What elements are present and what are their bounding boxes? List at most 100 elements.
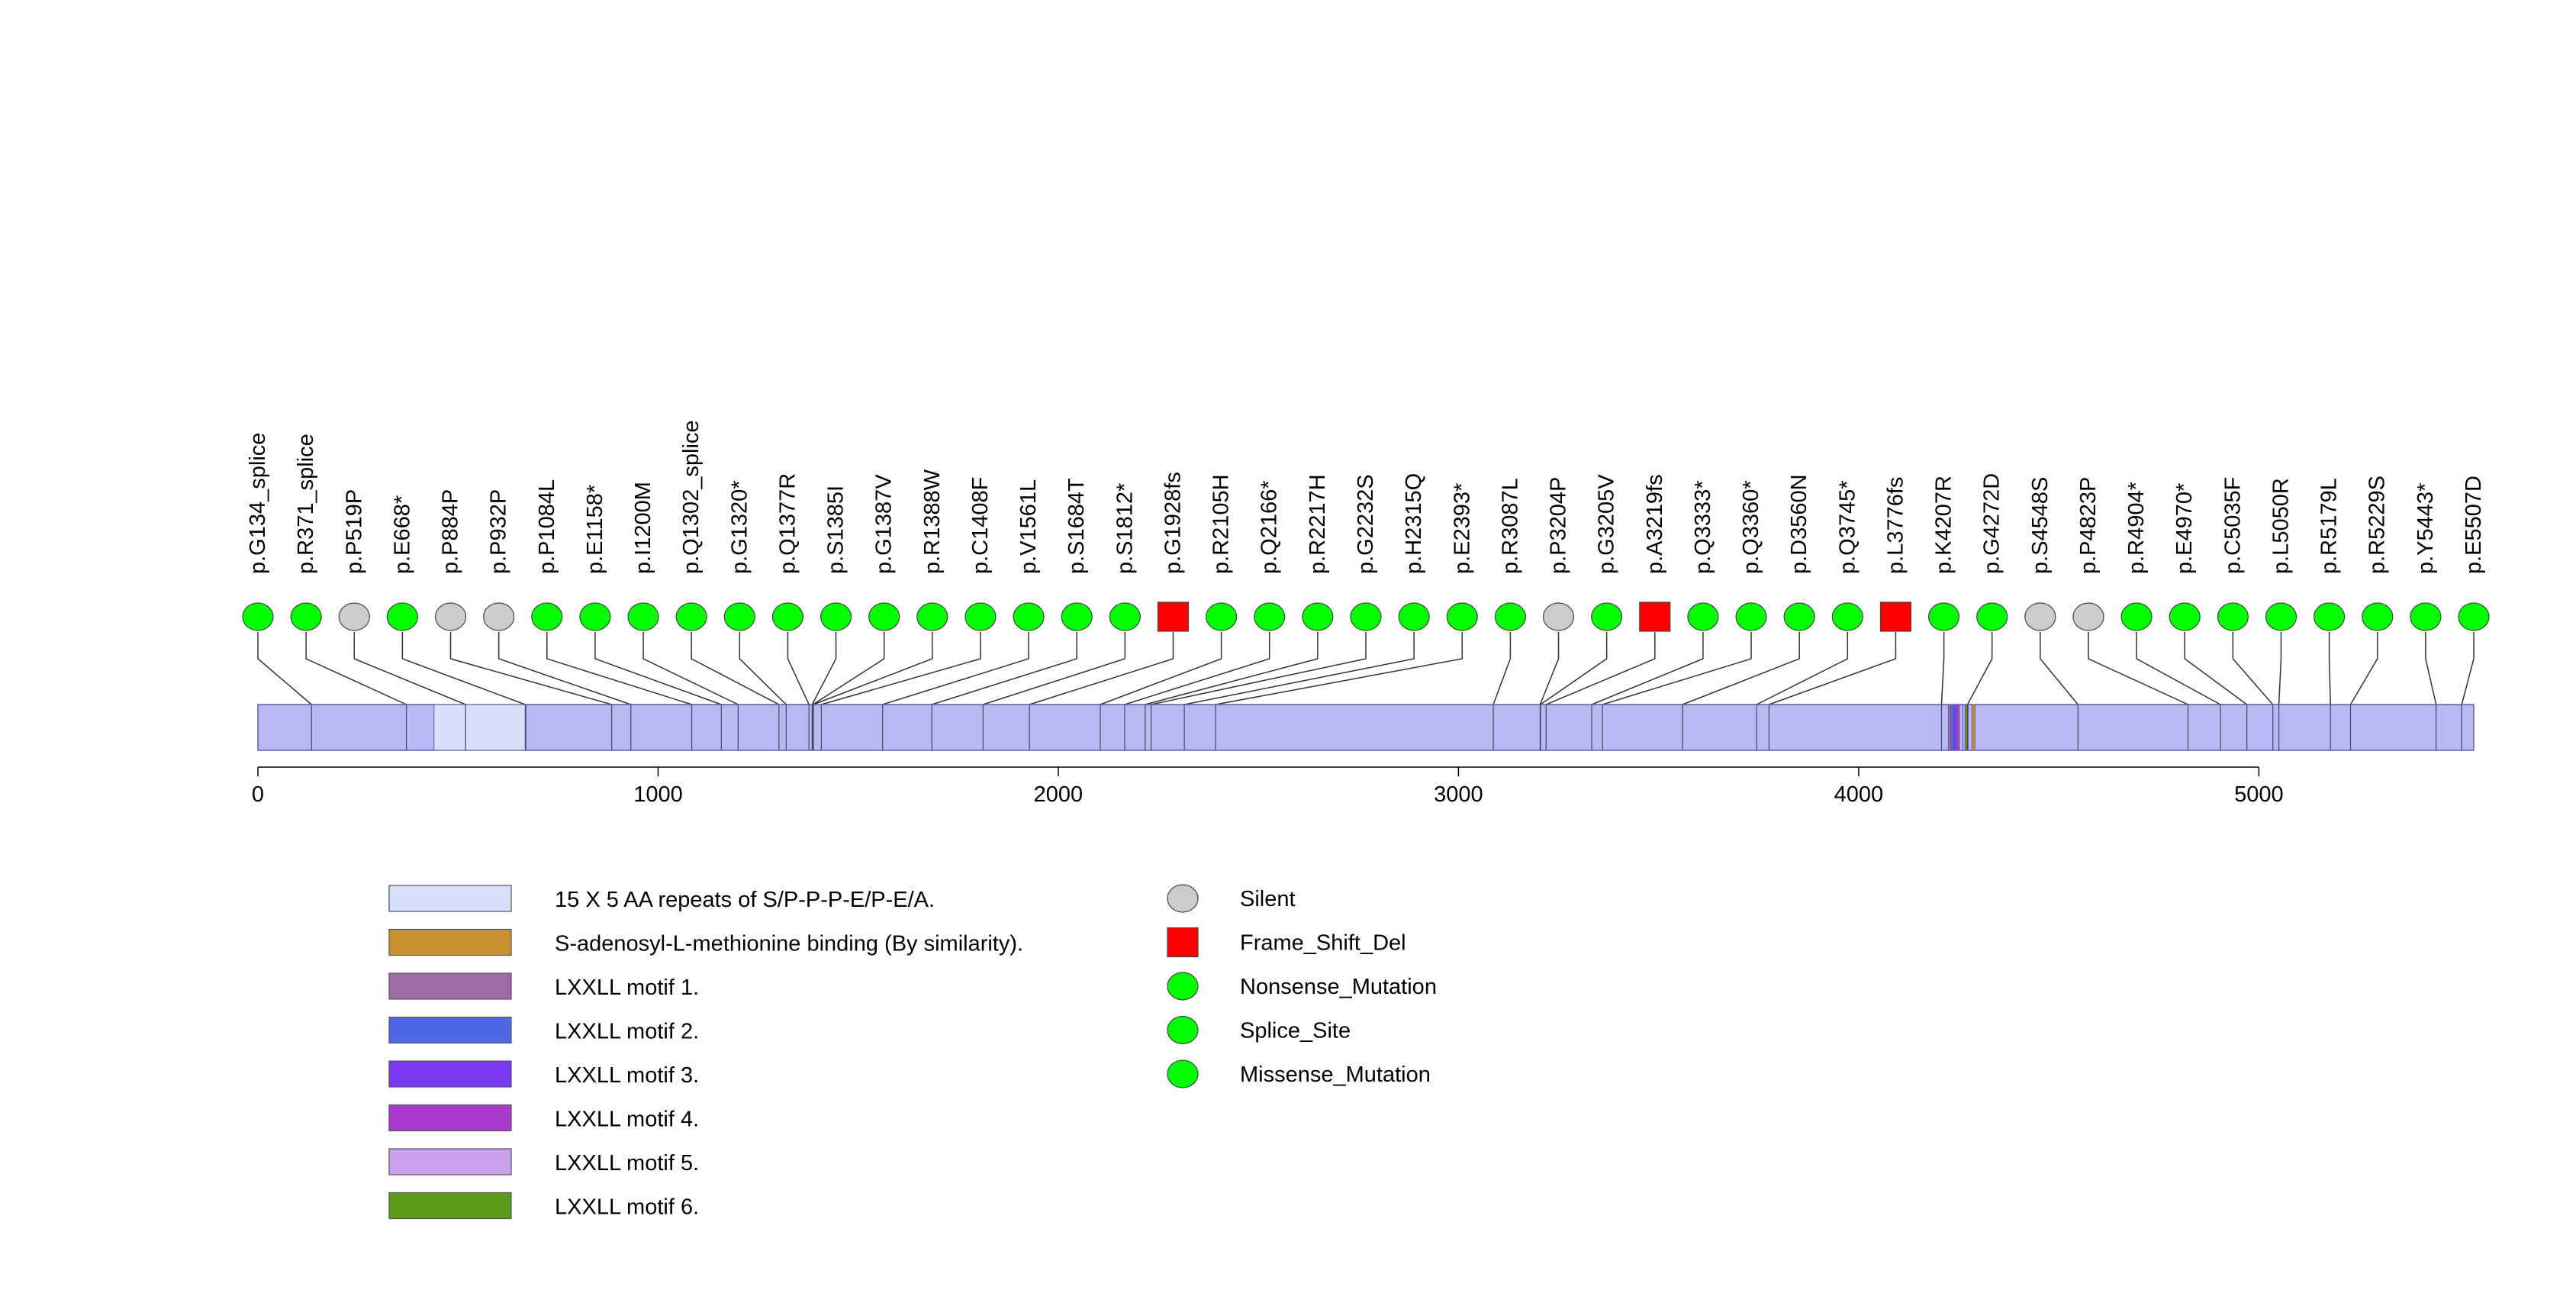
- mutation-marker[interactable]: [771, 602, 804, 631]
- mutation-connector: [305, 632, 407, 705]
- mutation-label: p.Q2166*: [1257, 480, 1282, 574]
- mutation-marker[interactable]: [1976, 602, 2008, 631]
- mutation-label: p.G3205V: [1595, 474, 1619, 574]
- mutation-marker[interactable]: [1831, 602, 1863, 631]
- mutation-marker[interactable]: [2217, 602, 2249, 631]
- mutation-label: p.P884P: [439, 489, 463, 574]
- mutation-connector: [2278, 632, 2282, 705]
- mutation-label: p.P1084L: [535, 479, 559, 574]
- legend-square-icon: [1167, 927, 1199, 958]
- legend-circle-icon: [1167, 884, 1199, 913]
- mutation-connector: [1682, 632, 1800, 705]
- mutation-label: p.A3219fs: [1643, 474, 1667, 574]
- mutation-marker[interactable]: [1350, 602, 1382, 631]
- mutation-label: p.S1684T: [1064, 478, 1089, 574]
- mutation-label: p.R3087L: [1498, 478, 1522, 574]
- mutation-marker[interactable]: [1927, 602, 1960, 631]
- mutation-label: p.R2217H: [1306, 474, 1330, 574]
- mutation-connector: [2088, 632, 2188, 705]
- mutation-marker[interactable]: [675, 602, 707, 631]
- mutation-marker[interactable]: [386, 602, 418, 631]
- mutation-marker[interactable]: [1687, 602, 1719, 631]
- mutation-marker[interactable]: [579, 602, 611, 631]
- mutation-connector: [449, 632, 612, 705]
- mutation-marker[interactable]: [531, 602, 563, 631]
- protein-backbone: [257, 704, 2475, 751]
- mutation-marker[interactable]: [964, 602, 997, 631]
- mutation-marker-frameshift[interactable]: [1157, 601, 1190, 632]
- mutation-marker-silent[interactable]: [2024, 602, 2056, 631]
- mutation-connector: [811, 632, 837, 705]
- mutation-marker[interactable]: [1013, 602, 1045, 631]
- mutation-marker[interactable]: [916, 602, 948, 631]
- mutation-label: p.I1200M: [631, 482, 655, 574]
- mutation-marker[interactable]: [1735, 602, 1767, 631]
- mutation-connector: [2349, 632, 2378, 705]
- mutation-marker[interactable]: [1254, 602, 1286, 631]
- mutation-marker-frameshift[interactable]: [1639, 601, 1671, 632]
- mutation-marker-silent[interactable]: [434, 602, 467, 631]
- mutation-marker[interactable]: [2265, 602, 2297, 631]
- mutation-marker[interactable]: [1061, 602, 1093, 631]
- mutation-connector: [821, 632, 981, 705]
- mutation-marker-silent[interactable]: [483, 602, 515, 631]
- mutation-marker[interactable]: [1591, 602, 1623, 631]
- mutation-marker[interactable]: [1783, 602, 1815, 631]
- mutation-connector: [1545, 632, 1656, 705]
- domain-legend: 15 X 5 AA repeats of S/P-P-P-E/P-E/A. S-a…: [388, 885, 1023, 1220]
- mutation-marker[interactable]: [868, 602, 900, 631]
- mutation-connector: [1492, 632, 1512, 705]
- mutation-marker-silent[interactable]: [1542, 602, 1575, 631]
- mutation-connector: [1602, 632, 1752, 705]
- mutation-marker[interactable]: [627, 602, 659, 631]
- mutation-marker[interactable]: [1302, 602, 1334, 631]
- mutation-marker[interactable]: [2410, 602, 2442, 631]
- mutation-marker[interactable]: [1206, 602, 1238, 631]
- mutation-connector: [787, 632, 810, 705]
- mutation-connector: [931, 632, 1077, 705]
- mutation-label: p.E4970*: [2172, 483, 2197, 574]
- mutation-marker[interactable]: [2362, 602, 2394, 631]
- mutation-label: p.E2393*: [1450, 483, 1474, 574]
- mutation-label: p.Q1377R: [775, 473, 800, 574]
- mutation-label: p.K4207R: [1932, 476, 1956, 574]
- mutation-label: p.L3776fs: [1883, 477, 1908, 574]
- mutation-connector: [882, 632, 1029, 705]
- mutation-connector: [2184, 632, 2248, 705]
- mutation-marker[interactable]: [723, 602, 755, 631]
- domain-region: [1953, 704, 1957, 751]
- domain-legend-swatch: [388, 1104, 512, 1132]
- mutation-label: p.Q3333*: [1691, 480, 1715, 574]
- mutation-marker[interactable]: [1109, 602, 1141, 631]
- mutation-marker[interactable]: [819, 602, 852, 631]
- mutation-label: p.C5035F: [2220, 477, 2245, 574]
- mutation-label: p.P932P: [487, 489, 511, 574]
- mutation-marker[interactable]: [2120, 602, 2153, 631]
- mutation-marker[interactable]: [1446, 602, 1478, 631]
- mutation-label: p.V1561L: [1016, 479, 1041, 574]
- mutation-marker-silent[interactable]: [338, 602, 370, 631]
- domain-legend-label: 15 X 5 AA repeats of S/P-P-P-E/P-E/A.: [555, 888, 935, 912]
- mutation-connector: [594, 632, 722, 705]
- mutation-marker[interactable]: [2169, 602, 2201, 631]
- legend-circle-icon: [1167, 972, 1199, 1001]
- mutation-marker[interactable]: [290, 602, 322, 631]
- mutation-connector: [691, 632, 780, 705]
- mutation-marker[interactable]: [1494, 602, 1526, 631]
- mutation-marker[interactable]: [2458, 602, 2490, 631]
- mutation-labels: p.G134_splice p.R371_splice p.P519P p.E668*…: [246, 420, 2486, 574]
- mutation-label: p.P4823P: [2076, 477, 2101, 574]
- mutation-label: p.E5507D: [2462, 476, 2486, 574]
- x-axis: 0 1000 2000 3000 4000 5000: [252, 766, 2284, 807]
- mutation-marker-frameshift[interactable]: [1879, 601, 1912, 632]
- x-axis-tick-label: 3000: [1434, 782, 1483, 807]
- mutation-marker[interactable]: [1398, 602, 1430, 631]
- mutation-label: p.L5050R: [2268, 478, 2293, 574]
- mutation-connector: [546, 632, 692, 705]
- mutation-label: p.G1387V: [872, 474, 897, 574]
- mutation-marker-silent[interactable]: [2072, 602, 2104, 631]
- mutation-connector: [813, 632, 885, 705]
- mutation-marker[interactable]: [242, 602, 274, 631]
- mutation-marker[interactable]: [2314, 602, 2346, 631]
